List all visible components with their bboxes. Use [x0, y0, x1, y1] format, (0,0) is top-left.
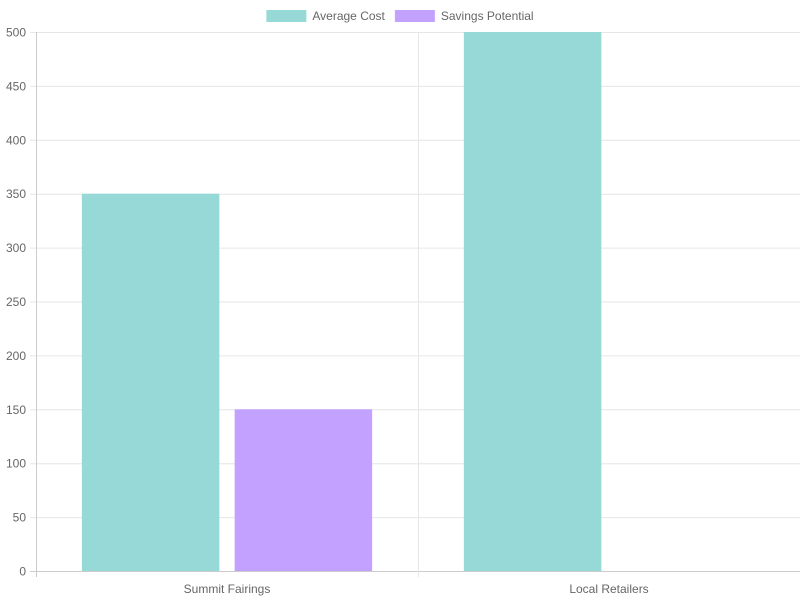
bar-average-cost [463, 32, 602, 571]
y-tick-label: 300 [6, 241, 26, 255]
y-tick-label: 500 [6, 26, 26, 40]
y-tick-label: 100 [6, 457, 26, 471]
y-tick-label: 50 [13, 511, 27, 525]
y-tick-label: 200 [6, 349, 26, 363]
legend-swatch [266, 10, 307, 22]
axes: 0 50 100 150 200 250 300 350 400 450 500 Summit Fai… [6, 26, 649, 597]
legend-label: Savings Potential [441, 9, 534, 23]
legend-label: Average Cost [312, 9, 385, 23]
bar-average-cost [81, 193, 220, 571]
y-tick-label: 0 [19, 565, 26, 579]
bars [81, 32, 602, 571]
y-tick-label: 350 [6, 187, 26, 201]
y-tick-label: 250 [6, 295, 26, 309]
y-tick-label: 450 [6, 79, 26, 93]
bar-savings-potential [234, 409, 373, 571]
legend-swatch [394, 10, 435, 22]
legend: Average Cost Savings Potential [266, 9, 534, 23]
y-tick-label: 150 [6, 403, 26, 417]
y-tick-label: 400 [6, 133, 26, 147]
x-tick-label: Summit Fairings [184, 582, 271, 596]
x-tick-label: Local Retailers [569, 582, 648, 596]
